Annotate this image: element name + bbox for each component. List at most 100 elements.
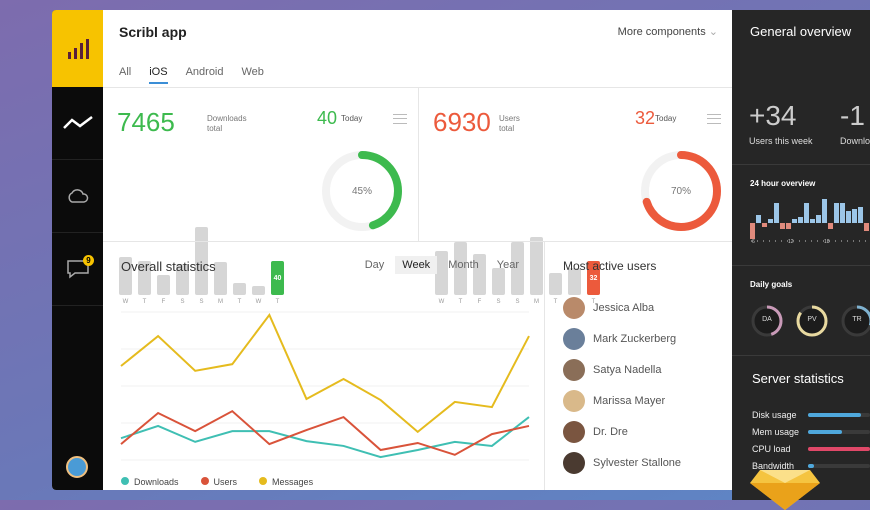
range-day[interactable]: Day: [364, 259, 385, 271]
hour-bar: [834, 203, 839, 223]
tab-all[interactable]: All: [119, 66, 132, 78]
range-month[interactable]: Month: [448, 259, 479, 271]
legend-item[interactable]: Users: [200, 477, 237, 487]
chart-legend: Downloads Users Messages: [121, 477, 313, 487]
hour-tick: [811, 240, 812, 242]
tab-android[interactable]: Android: [185, 66, 224, 78]
users-total-label: Users total: [499, 114, 520, 134]
tab-ios[interactable]: iOS: [149, 66, 168, 84]
hour-tick: [805, 240, 806, 242]
list-item[interactable]: Mark Zuckerberg: [563, 328, 676, 350]
downloads-today-label: Today: [341, 114, 363, 123]
user-avatar[interactable]: [66, 456, 88, 478]
day-label: M: [534, 299, 539, 305]
avatar: [563, 328, 585, 350]
hour-tick: [793, 240, 794, 242]
legend-label: Downloads: [134, 477, 179, 487]
list-item[interactable]: Sylvester Stallone: [563, 452, 681, 474]
hour-tick: [751, 240, 752, 242]
hour-overview-title: 24 hour overview: [750, 179, 816, 188]
bar: [530, 237, 543, 295]
sidebar-item-messages[interactable]: 9: [52, 233, 103, 306]
hour-bar: [762, 223, 767, 227]
hour-tick: [799, 240, 800, 242]
sidebar-item-analytics[interactable]: [52, 10, 103, 87]
hour-bar: [792, 219, 797, 223]
range-year[interactable]: Year: [496, 259, 519, 271]
more-components-dropdown[interactable]: More components ⌄: [618, 25, 718, 38]
day-label: S: [496, 299, 501, 305]
goal-ring: TR: [840, 304, 870, 338]
most-active-users-panel: Most active users Jessica Alba Mark Zucke…: [544, 241, 732, 490]
list-item[interactable]: Marissa Mayer: [563, 390, 665, 412]
hour-bar: [810, 219, 815, 223]
label-line1: Users: [499, 114, 520, 123]
goal-label: PV: [807, 316, 817, 323]
downloads-panel: 7465 Downloads total 40 Today 40 W T F S S M T W…: [103, 87, 418, 305]
line-chart: [120, 311, 530, 461]
users-week-value: +34: [749, 100, 797, 131]
day-label: T: [553, 299, 558, 305]
downloads-donut-chart: [322, 151, 402, 231]
bar: [195, 227, 208, 295]
server-stat-track: [808, 464, 870, 468]
list-item[interactable]: Satya Nadella: [563, 359, 662, 381]
hour-bar: [786, 223, 791, 229]
hamburger-menu-icon[interactable]: [393, 114, 407, 124]
day-label: T: [591, 299, 596, 305]
cloud-icon: [67, 189, 88, 203]
goal-ring: DA: [750, 304, 784, 338]
hour-bar: [816, 215, 821, 223]
goal-progress: [751, 305, 783, 337]
label-line1: Downloads: [207, 114, 247, 123]
legend-item[interactable]: Downloads: [121, 477, 179, 487]
users-total-value: 6930: [433, 107, 491, 137]
hour-bar: [804, 203, 809, 223]
users-donut-chart: [641, 151, 721, 231]
hour-tick: [841, 240, 842, 242]
downloads-week-label: Downlo: [840, 136, 870, 146]
server-stat-track: [808, 447, 870, 451]
day-label: S: [515, 299, 520, 305]
server-stat-fill: [808, 447, 870, 451]
bar: [157, 274, 170, 295]
day-label: T: [458, 299, 463, 305]
hour-bar: [852, 209, 857, 223]
sidebar-item-cloud[interactable]: [52, 160, 103, 233]
goal-ring-chart: [751, 305, 783, 337]
user-name: Satya Nadella: [593, 364, 662, 376]
range-week[interactable]: Week: [395, 256, 438, 274]
avatar: [563, 452, 585, 474]
sidebar-item-trends[interactable]: [52, 87, 103, 160]
hamburger-menu-icon[interactable]: [707, 114, 721, 124]
daily-goals-title: Daily goals: [750, 280, 793, 289]
bar: [473, 254, 486, 295]
hour-bar-chart: 6 12 18: [750, 199, 869, 245]
users-bar-chart: 32: [435, 223, 601, 295]
downloads-bar-chart: 40: [119, 223, 285, 295]
overall-statistics-panel: Overall statistics Day Week Month Year D…: [103, 241, 544, 490]
hour-tick: [787, 240, 788, 242]
legend-item[interactable]: Messages: [259, 477, 313, 487]
downloads-percent-label: 45%: [351, 186, 372, 197]
chevron-down-icon: ⌄: [708, 26, 718, 38]
bar: [119, 256, 132, 295]
avatar: [563, 297, 585, 319]
hour-tick-label: 12: [788, 239, 794, 245]
bar: 40: [271, 261, 284, 295]
server-stat-label: Disk usage: [752, 410, 797, 420]
list-item[interactable]: Jessica Alba: [563, 297, 654, 319]
bar: [492, 267, 505, 295]
label-line2: total: [207, 124, 223, 133]
list-item[interactable]: Dr. Dre: [563, 421, 628, 443]
tab-web[interactable]: Web: [241, 66, 264, 78]
bar-highlight-label: 32: [589, 274, 598, 282]
label-line2: total: [499, 124, 515, 133]
bar: [138, 261, 151, 295]
goal-progress: [841, 305, 870, 337]
day-label: W: [255, 299, 262, 305]
bar-signal-icon: [67, 38, 89, 59]
hour-bar: [750, 223, 755, 239]
trend-line-icon: [62, 116, 93, 129]
